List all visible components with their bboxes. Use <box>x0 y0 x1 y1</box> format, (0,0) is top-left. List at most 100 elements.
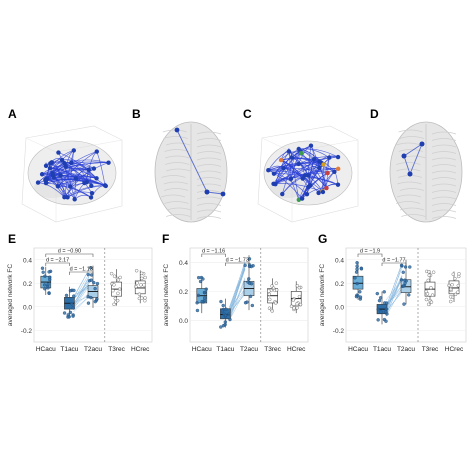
data-point <box>88 266 93 270</box>
x-tick-label: HCrec <box>445 346 464 353</box>
brain-node <box>72 197 77 202</box>
brain-node <box>289 155 295 160</box>
data-point <box>68 310 73 315</box>
brain-outline <box>27 140 117 206</box>
brain-node <box>306 173 311 178</box>
x-tick-label: HCrec <box>131 346 150 353</box>
data-point <box>271 286 276 290</box>
data-point <box>451 272 455 276</box>
x-tick-label: T1acu <box>373 346 391 353</box>
x-tick-label: T3rec <box>264 346 281 353</box>
effect-size-label: d = −1.9 <box>360 249 380 255</box>
brain-axial-d <box>389 121 463 223</box>
brain-node <box>65 195 70 200</box>
brain-node <box>335 182 341 187</box>
data-point <box>399 278 404 282</box>
brain-node <box>273 182 278 187</box>
data-point <box>137 292 142 296</box>
data-point <box>41 270 45 274</box>
brain-node <box>44 176 49 181</box>
boxplot-g: -0.2 0.0 0.2 0.4 averaged network FC HCacu T1a… <box>319 247 467 353</box>
connection-edge <box>38 182 65 198</box>
effect-size-label: d = −0.90 <box>58 249 81 255</box>
data-point <box>196 275 201 280</box>
brain-node <box>321 162 326 167</box>
paired-line <box>385 291 403 304</box>
data-point <box>248 294 253 299</box>
gyrus-line <box>399 136 457 141</box>
connection-edge <box>288 151 327 189</box>
connection-edge <box>290 161 320 180</box>
data-point <box>115 298 120 303</box>
paired-line <box>73 282 90 304</box>
gyrus-line <box>397 181 457 187</box>
data-point <box>246 280 250 284</box>
y-tick-label: 0.4 <box>23 257 32 264</box>
data-point <box>377 298 382 303</box>
data-point <box>223 322 227 327</box>
data-point <box>227 312 231 316</box>
paired-line <box>229 261 246 312</box>
paired-line <box>229 289 246 316</box>
brain-node <box>281 166 286 171</box>
gyrus-line <box>163 188 222 193</box>
brain-node <box>43 163 49 168</box>
data-point <box>403 265 408 269</box>
frame <box>25 137 123 222</box>
brain-node <box>317 165 322 171</box>
paired-line <box>73 292 90 308</box>
effect-size-label: d = −1.13 <box>70 267 93 273</box>
highlight-edge <box>176 129 208 193</box>
panel-letter-e: E <box>8 232 17 246</box>
brain-node <box>296 161 301 167</box>
x-tick-label: T2acu <box>397 346 415 353</box>
connection-edge <box>64 159 109 164</box>
data-point <box>89 278 93 282</box>
data-point <box>43 287 47 291</box>
y-tick-label: 0.0 <box>23 304 32 311</box>
data-point <box>89 273 94 277</box>
gyrus-line <box>396 201 457 206</box>
panel-letter-d: D <box>370 107 379 121</box>
brain-node <box>288 176 294 182</box>
brain-node <box>58 173 63 178</box>
connection-edge <box>49 161 109 169</box>
gyrus-line <box>398 149 457 154</box>
data-point <box>243 263 247 268</box>
data-point <box>195 301 199 305</box>
data-point <box>70 302 74 306</box>
data-point <box>113 296 118 301</box>
data-point <box>384 301 389 305</box>
data-point <box>407 293 411 297</box>
highlight-node <box>419 141 425 147</box>
significance-bracket <box>357 253 383 257</box>
data-point <box>250 303 255 308</box>
data-point <box>429 286 433 290</box>
data-point <box>353 276 357 280</box>
data-point <box>297 294 302 299</box>
data-point <box>109 271 114 276</box>
data-point <box>355 267 359 271</box>
data-point <box>142 283 146 287</box>
data-point <box>453 276 457 281</box>
paired-line <box>73 283 90 308</box>
data-point <box>71 314 75 318</box>
data-point <box>219 299 223 304</box>
y-tick-label: 0.4 <box>179 260 188 267</box>
data-point <box>116 278 121 282</box>
data-point <box>86 295 90 299</box>
data-point <box>224 307 228 311</box>
panel-letter-c: C <box>243 107 252 121</box>
gyrus-line <box>396 194 457 200</box>
brain-node <box>271 171 277 176</box>
brain-node <box>335 154 341 160</box>
data-point <box>71 306 75 310</box>
data-point <box>456 283 461 288</box>
data-point <box>64 293 69 298</box>
highlight-node <box>401 153 407 159</box>
brain-node <box>94 149 99 154</box>
data-point <box>95 281 100 286</box>
highlight-node <box>407 171 413 177</box>
gyrus-line <box>399 207 457 213</box>
paired-line <box>229 290 246 321</box>
